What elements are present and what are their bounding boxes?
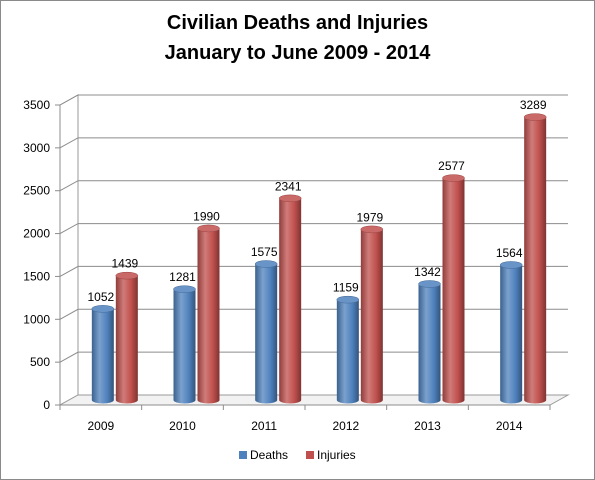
data-label-deaths: 1052: [87, 290, 114, 304]
data-label-deaths: 1159: [333, 281, 359, 295]
gridline: [59, 94, 568, 106]
y-tick-label: 0: [43, 398, 50, 412]
bar-deaths: [500, 264, 523, 404]
y-tick-label: 1000: [23, 312, 50, 326]
y-tick-label: 2000: [23, 227, 50, 241]
bar-marks: [91, 113, 547, 404]
data-label-deaths: 1564: [496, 246, 523, 260]
legend-swatch-deaths: [239, 451, 247, 459]
bar-injuries: [442, 178, 465, 404]
x-category-label: 2011: [251, 419, 277, 433]
y-tick-labels: 0 500 1000 1500 2000 2500 3000 3500: [23, 98, 50, 412]
bar-top-deaths: [254, 260, 278, 268]
bar-injuries: [360, 229, 383, 404]
x-category-label: 2010: [169, 419, 196, 433]
y-tick-label: 500: [30, 355, 50, 369]
data-label-injuries: 1439: [111, 257, 138, 271]
data-label-injuries: 1990: [193, 209, 220, 223]
bar-deaths: [91, 308, 114, 404]
side-wall: [59, 94, 79, 406]
gridlines: [59, 94, 568, 363]
data-label-injuries: 2577: [438, 159, 465, 173]
bar-top-deaths: [418, 280, 441, 288]
legend-label-injuries: Injuries: [317, 448, 356, 462]
bar-injuries: [115, 275, 138, 404]
gridline: [59, 265, 568, 277]
legend-label-deaths: Deaths: [250, 448, 288, 462]
legend: Deaths Injuries: [239, 448, 356, 462]
bar-deaths: [336, 299, 359, 404]
y-tick-label: 3000: [23, 141, 50, 155]
bar-deaths: [173, 289, 196, 404]
bar-deaths: [418, 283, 441, 404]
chart-title-line-1: Civilian Deaths and Injuries: [166, 12, 429, 34]
gridline: [59, 223, 568, 235]
x-category-label: 2014: [496, 419, 523, 433]
bar-top-deaths: [91, 305, 115, 313]
y-tick-label: 2500: [23, 184, 50, 198]
bar-top-injuries: [197, 224, 220, 233]
y-tick-label: 3500: [23, 98, 50, 112]
bar-deaths: [255, 264, 278, 404]
axes: [55, 104, 551, 410]
data-label-injuries: 2341: [275, 179, 302, 193]
bar-top-injuries: [278, 194, 302, 203]
data-label-deaths: 1342: [414, 265, 441, 279]
bar-top-deaths: [336, 295, 360, 304]
bar-top-injuries: [360, 225, 384, 234]
y-tick-label: 1500: [23, 269, 50, 283]
bar-top-injuries: [115, 271, 139, 280]
bar-top-deaths: [173, 285, 196, 293]
bar-top-injuries: [523, 113, 547, 121]
bar-injuries: [524, 117, 547, 404]
x-category-label: 2012: [332, 419, 359, 433]
gridline: [59, 308, 568, 320]
x-category-label: 2009: [87, 419, 114, 433]
x-category-labels: 2009 2010 2011 2012 2013 2014: [87, 419, 522, 433]
data-label-deaths: 1575: [251, 245, 278, 259]
x-category-label: 2013: [414, 419, 441, 433]
chart-title-line-2: January to June 2009 - 2014: [164, 42, 431, 64]
data-label-injuries: 1979: [356, 210, 383, 224]
bar-injuries: [279, 198, 302, 404]
gridline: [59, 180, 568, 192]
legend-swatch-injuries: [306, 451, 314, 459]
bar-top-injuries: [442, 174, 465, 182]
bar-top-deaths: [499, 261, 523, 269]
data-labels: 1052 1281 1575 1159 1342 1564 1439 1990 …: [87, 98, 546, 304]
bar-injuries: [197, 228, 220, 404]
data-label-deaths: 1281: [169, 270, 196, 284]
data-label-injuries: 3289: [520, 98, 547, 112]
gridline: [59, 351, 568, 363]
gridline: [59, 137, 568, 149]
